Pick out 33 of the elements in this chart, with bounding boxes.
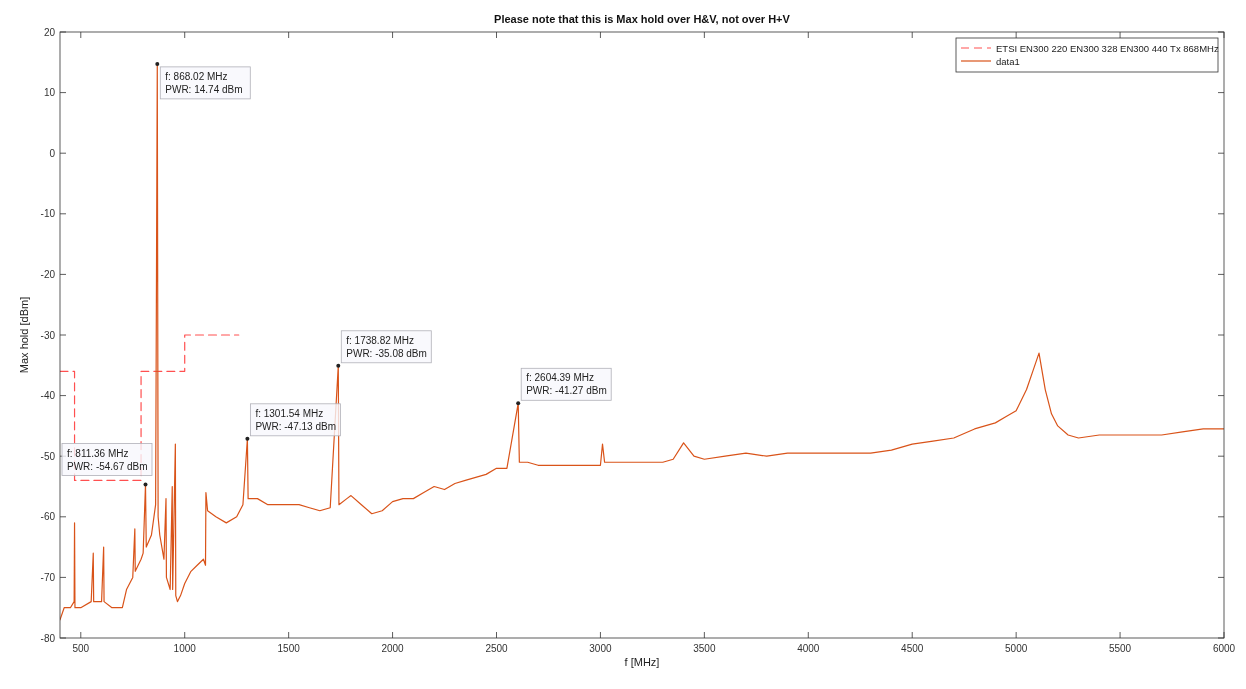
y-axis-title: Max hold [dBm]: [18, 296, 30, 374]
legend-label: data1: [996, 55, 1020, 67]
y-tick-label: -40: [40, 390, 56, 402]
annotation: f: 2604.39 MHz PWR: -41.27 dBm: [526, 372, 607, 397]
y-tick-label: -70: [40, 571, 56, 583]
annotation: f: 811.36 MHz PWR: -54.67 dBm: [67, 447, 148, 472]
y-tick-label: -50: [40, 450, 56, 462]
chart-title: Please note that this is Max hold over H&V, not over H+V: [494, 13, 791, 25]
annotation: f: 1738.82 MHz PWR: -35.08 dBm: [346, 334, 427, 359]
x-tick-label: 5000: [1005, 643, 1028, 654]
x-tick-label: 3000: [589, 643, 612, 654]
y-tick-label: 0: [49, 147, 56, 159]
y-tick-label: -80: [40, 632, 56, 644]
y-tick-label: 10: [43, 87, 56, 99]
x-tick-label: 2000: [381, 643, 405, 654]
legend-label: ETSI EN300 220 EN300 328 EN300 440 Tx 868MHz: [996, 42, 1219, 54]
y-tick-label: -60: [40, 511, 56, 523]
x-tick-label: 4000: [797, 643, 820, 654]
annotation: f: 868.02 MHz PWR: 14.74 dBm: [165, 70, 243, 95]
x-tick-label: 1500: [277, 643, 301, 654]
x-tick-label: 500: [72, 643, 90, 654]
x-tick-label: 2500: [485, 643, 509, 654]
x-tick-label: 5500: [1108, 643, 1132, 654]
y-tick-label: -20: [40, 268, 56, 280]
y-tick-label: 20: [43, 26, 56, 38]
y-tick-label: -30: [40, 329, 56, 341]
x-tick-label: 6000: [1212, 643, 1236, 654]
x-tick-label: 3500: [693, 643, 716, 654]
x-axis-title: f [MHz]: [624, 656, 660, 668]
annotation: f: 1301.54 MHz PWR: -47.13 dBm: [255, 407, 336, 432]
y-tick-label: -10: [40, 208, 56, 220]
x-tick-label: 4500: [901, 643, 924, 654]
x-tick-label: 1000: [173, 643, 197, 654]
